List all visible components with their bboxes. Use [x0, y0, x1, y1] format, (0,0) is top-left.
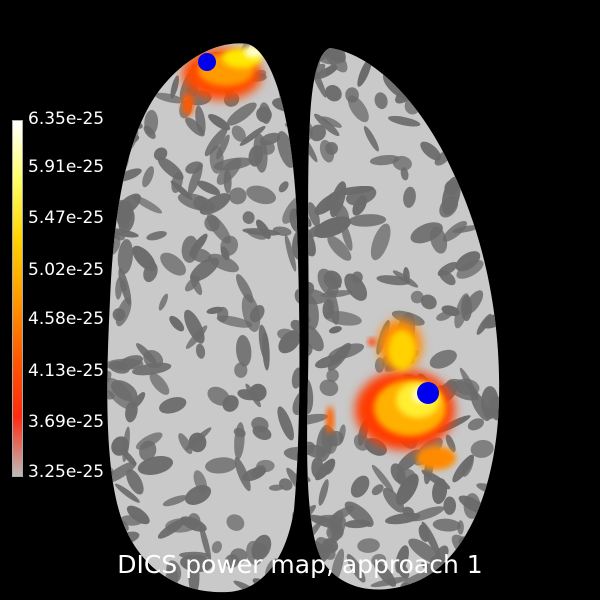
colorbar	[12, 120, 23, 477]
colorbar-tick-label: 5.47e-25	[28, 208, 105, 228]
colorbar-tick-label: 6.35e-25	[28, 109, 105, 129]
colorbar-tick-label: 5.91e-25	[28, 157, 105, 177]
left-hemisphere	[107, 43, 300, 593]
left-source-marker	[198, 53, 216, 71]
colorbar-tick-label: 3.25e-25	[28, 462, 105, 482]
colorbar-tick-label: 4.58e-25	[28, 309, 105, 329]
colorbar-tick-label: 3.69e-25	[28, 412, 105, 432]
colorbar-tick-label: 5.02e-25	[28, 260, 105, 280]
right-source-marker	[417, 382, 439, 404]
figure-title: DICS power map, approach 1	[117, 550, 483, 579]
right-hemisphere	[307, 48, 500, 590]
colorbar-tick-label: 4.13e-25	[28, 361, 105, 381]
left-hemisphere-cortex	[107, 43, 300, 593]
